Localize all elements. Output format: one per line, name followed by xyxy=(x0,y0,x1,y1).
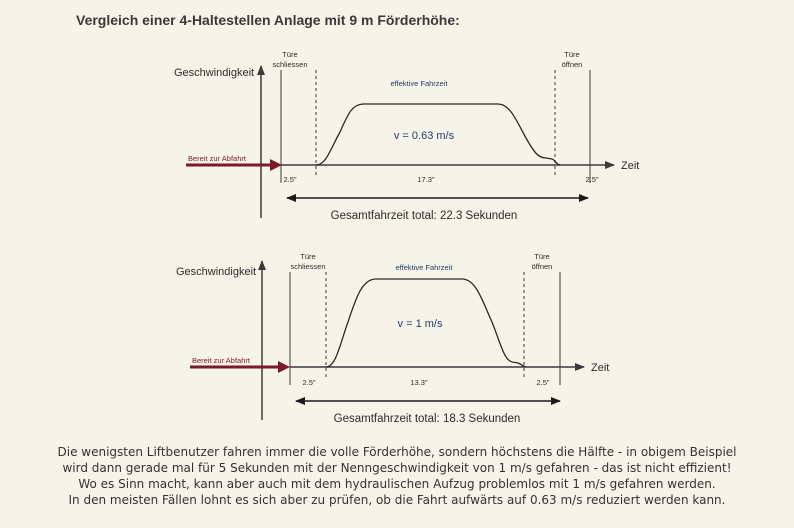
effective-time-label: effektive Fahrzeit xyxy=(396,263,454,272)
x-axis-label: Zeit xyxy=(621,160,639,172)
ready-label: Bereit zur Abfahrt xyxy=(192,356,251,365)
explanation-paragraph: Die wenigsten Liftbenutzer fahren immer … xyxy=(20,444,774,508)
doors-open-label-2: öffnen xyxy=(562,60,583,69)
y-axis-label: Geschwindigkeit xyxy=(174,67,254,79)
diagram-2: Geschwindigkeit Zeit Türe schliessen Tür… xyxy=(176,252,609,425)
doors-open-label-2: öffnen xyxy=(532,262,553,271)
elevator-comparison-diagram: Geschwindigkeit Zeit Türe schliessen Tür… xyxy=(174,50,639,425)
velocity-curve xyxy=(325,278,527,368)
total-time-label: Gesamtfahrzeit total: 22.3 Sekunden xyxy=(331,210,518,222)
segment-doors-close: 2.5" xyxy=(302,378,315,387)
page-heading: Vergleich einer 4-Haltestellen Anlage mi… xyxy=(76,12,460,28)
doors-close-label-1: Türe xyxy=(282,50,297,59)
segment-travel: 17.3" xyxy=(417,175,435,184)
doors-open-label-1: Türe xyxy=(534,252,549,261)
y-axis-label: Geschwindigkeit xyxy=(176,266,256,278)
doors-close-label-1: Türe xyxy=(300,252,315,261)
doors-open-label-1: Türe xyxy=(564,50,579,59)
segment-doors-close: 2.5" xyxy=(283,175,296,184)
total-time-label: Gesamtfahrzeit total: 18.3 Sekunden xyxy=(334,413,521,425)
speed-label: v = 1 m/s xyxy=(398,318,443,330)
paragraph-line: Wo es Sinn macht, kann aber auch mit dem… xyxy=(78,477,716,491)
paragraph-line: wird dann gerade mal für 5 Sekunden mit … xyxy=(62,461,732,475)
ready-arrow-head xyxy=(278,361,290,373)
paragraph-line: Die wenigsten Liftbenutzer fahren immer … xyxy=(57,445,737,459)
paragraph-line: In den meisten Fällen lohnt es sich aber… xyxy=(68,493,726,507)
doors-close-label-2: schliessen xyxy=(290,262,325,271)
ready-label: Bereit zur Abfahrt xyxy=(188,154,247,163)
x-axis-label: Zeit xyxy=(591,362,609,374)
segment-doors-open: 2.5" xyxy=(585,175,598,184)
diagram-1: Geschwindigkeit Zeit Türe schliessen Tür… xyxy=(174,50,639,222)
effective-time-label: effektive Fahrzeit xyxy=(391,79,449,88)
velocity-curve xyxy=(315,103,561,166)
ready-arrow-head xyxy=(270,159,282,171)
segment-doors-open: 2.5" xyxy=(536,378,549,387)
speed-label: v = 0.63 m/s xyxy=(394,130,455,142)
segment-travel: 13.3" xyxy=(410,378,428,387)
doors-close-label-2: schliessen xyxy=(272,60,307,69)
